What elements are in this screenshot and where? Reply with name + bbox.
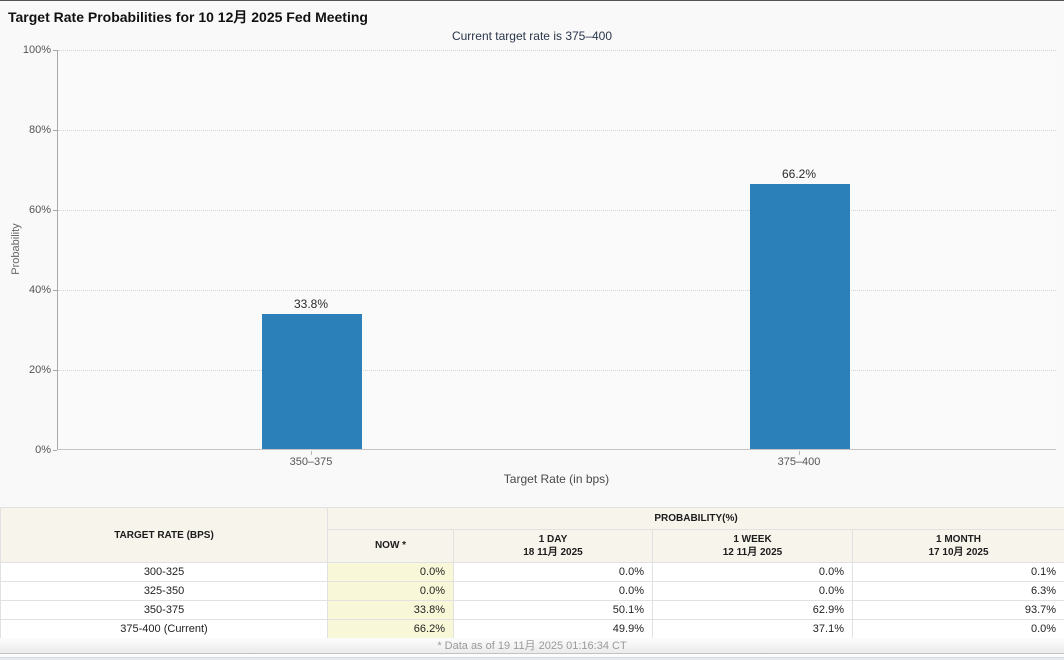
y-tick-mark bbox=[53, 450, 57, 451]
y-tick-mark bbox=[53, 290, 57, 291]
probability-bar[interactable] bbox=[750, 184, 850, 449]
table-row: 350-375 33.8% 50.1% 62.9% 93.7% bbox=[0, 600, 1064, 620]
probability-table-section: TARGET RATE (BPS) PROBABILITY(%) NOW * 1 … bbox=[0, 507, 1064, 639]
y-tick-mark bbox=[53, 370, 57, 371]
probability-cell: 6.3% bbox=[851, 581, 1064, 601]
probability-cell: 0.0% bbox=[453, 581, 653, 601]
bottom-strip bbox=[0, 657, 1064, 660]
y-tick-label: 20% bbox=[28, 364, 51, 376]
y-tick-label: 80% bbox=[28, 124, 51, 136]
now-probability-cell: 66.2% bbox=[327, 619, 454, 639]
x-axis-title: Target Rate (in bps) bbox=[503, 472, 610, 486]
probability-cell: 50.1% bbox=[453, 600, 653, 620]
y-tick-label: 60% bbox=[28, 204, 51, 216]
table-row: 300-325 0.0% 0.0% 0.0% 0.1% bbox=[0, 562, 1064, 582]
probability-group-header: PROBABILITY(%) bbox=[326, 507, 1064, 530]
hamburger-menu-icon[interactable] bbox=[1030, 10, 1048, 24]
probability-cell: 0.0% bbox=[652, 581, 853, 601]
probability-cell: 0.0% bbox=[652, 562, 853, 582]
y-tick-label: 100% bbox=[22, 44, 51, 56]
table-row: 375-400 (Current) 66.2% 49.9% 37.1% 0.0% bbox=[0, 619, 1064, 639]
target-rate-cell: 300-325 bbox=[0, 562, 328, 582]
gridline bbox=[58, 370, 1056, 371]
now-probability-cell: 0.0% bbox=[327, 581, 454, 601]
probability-bar[interactable] bbox=[262, 314, 362, 449]
data-asof-footnote: * Data as of 19 11月 2025 01:16:34 CT bbox=[0, 638, 1064, 654]
probability-cell: 0.0% bbox=[851, 619, 1064, 639]
x-category-label: 350–375 bbox=[289, 456, 333, 468]
probability-cell: 37.1% bbox=[652, 619, 853, 639]
gridline bbox=[58, 130, 1056, 131]
target-rate-column-header: TARGET RATE (BPS) bbox=[0, 507, 328, 563]
probability-cell: 0.1% bbox=[851, 562, 1064, 582]
target-rate-cell: 350-375 bbox=[0, 600, 328, 620]
probability-chart: Target Rate Probabilities for 10 12月 202… bbox=[0, 1, 1064, 507]
probability-table: TARGET RATE (BPS) PROBABILITY(%) NOW * 1 … bbox=[0, 507, 1064, 639]
column-header: 1 MONTH 17 10月 2025 bbox=[851, 529, 1064, 563]
plot-area bbox=[57, 50, 1056, 450]
gridline bbox=[58, 50, 1056, 51]
gridline bbox=[58, 210, 1056, 211]
target-rate-cell: 325-350 bbox=[0, 581, 328, 601]
y-axis-title: Probability bbox=[10, 223, 22, 275]
x-tick-mark bbox=[311, 451, 312, 455]
y-tick-mark bbox=[53, 210, 57, 211]
y-tick-label: 0% bbox=[35, 444, 51, 456]
column-header: NOW * bbox=[327, 529, 454, 563]
probability-cell: 49.9% bbox=[453, 619, 653, 639]
column-header: 1 WEEK 12 11月 2025 bbox=[652, 529, 853, 563]
bar-value-label: 66.2% bbox=[781, 167, 817, 181]
y-tick-mark bbox=[53, 50, 57, 51]
table-row: 325-350 0.0% 0.0% 0.0% 6.3% bbox=[0, 581, 1064, 601]
bar-value-label: 33.8% bbox=[293, 297, 329, 311]
current-target-rate-subtitle: Current target rate is 375–400 bbox=[451, 29, 613, 43]
probability-cell: 62.9% bbox=[652, 600, 853, 620]
y-tick-mark bbox=[53, 130, 57, 131]
gridline bbox=[58, 290, 1056, 291]
x-tick-mark bbox=[799, 451, 800, 455]
probability-cell: 0.0% bbox=[453, 562, 653, 582]
x-category-label: 375–400 bbox=[777, 456, 821, 468]
target-rate-cell: 375-400 (Current) bbox=[0, 619, 328, 639]
column-header: 1 DAY 18 11月 2025 bbox=[453, 529, 653, 563]
chart-title: Target Rate Probabilities for 10 12月 202… bbox=[8, 9, 368, 25]
now-probability-cell: 33.8% bbox=[327, 600, 454, 620]
now-probability-cell: 0.0% bbox=[327, 562, 454, 582]
y-tick-label: 40% bbox=[28, 284, 51, 296]
probability-cell: 93.7% bbox=[851, 600, 1064, 620]
